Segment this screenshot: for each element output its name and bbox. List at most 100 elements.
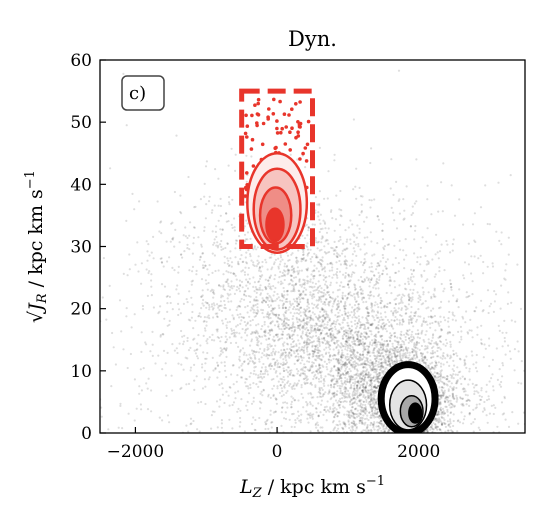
- background-point: [292, 307, 295, 311]
- background-point: [327, 373, 330, 376]
- background-point: [326, 368, 329, 371]
- background-point: [414, 346, 417, 349]
- background-point: [279, 372, 282, 375]
- background-point: [353, 384, 356, 387]
- background-point: [362, 429, 365, 432]
- background-point: [425, 347, 428, 350]
- background-point: [348, 347, 352, 350]
- background-point: [443, 382, 446, 385]
- background-point: [355, 386, 359, 389]
- background-point: [369, 404, 372, 407]
- background-point: [382, 325, 386, 328]
- background-point: [455, 400, 458, 403]
- background-point: [320, 386, 323, 390]
- background-point: [371, 378, 374, 381]
- background-point: [411, 330, 414, 333]
- background-point: [354, 380, 357, 383]
- background-point: [252, 350, 255, 353]
- background-point: [445, 405, 448, 408]
- background-point: [421, 353, 424, 356]
- background-point: [373, 319, 376, 322]
- background-point: [436, 379, 439, 382]
- background-point: [289, 373, 292, 376]
- background-point: [349, 401, 352, 404]
- background-point: [364, 397, 367, 400]
- background-point: [378, 319, 381, 322]
- background-point: [217, 219, 220, 222]
- background-point: [268, 305, 271, 309]
- background-point: [377, 376, 380, 380]
- background-point: [336, 379, 339, 383]
- background-point: [447, 320, 450, 323]
- background-point: [370, 416, 373, 419]
- background-point: [365, 384, 368, 387]
- background-point: [382, 425, 385, 429]
- background-point: [429, 322, 432, 325]
- background-point: [364, 387, 367, 390]
- background-point: [369, 403, 372, 406]
- background-point: [211, 333, 214, 336]
- background-point: [362, 356, 365, 359]
- background-point: [269, 409, 272, 412]
- background-point: [370, 265, 373, 268]
- background-point: [356, 384, 359, 387]
- background-point: [430, 427, 434, 430]
- background-point: [359, 417, 362, 420]
- background-point: [342, 318, 345, 321]
- background-point: [323, 323, 326, 326]
- background-point: [371, 362, 374, 365]
- background-point: [301, 346, 304, 349]
- background-point: [436, 428, 439, 431]
- background-point: [440, 415, 443, 418]
- background-point: [410, 273, 413, 276]
- background-point: [193, 379, 196, 382]
- background-point: [385, 353, 388, 356]
- background-point: [439, 372, 442, 375]
- background-point: [325, 365, 328, 369]
- background-point: [373, 421, 376, 424]
- background-point: [438, 391, 441, 394]
- background-point: [355, 316, 358, 319]
- background-point: [459, 377, 462, 380]
- background-point: [424, 300, 427, 303]
- background-point: [379, 354, 382, 357]
- background-point: [388, 353, 392, 356]
- background-point: [399, 357, 402, 360]
- background-point: [363, 271, 366, 274]
- background-point: [285, 359, 288, 362]
- background-point: [297, 339, 300, 342]
- background-point: [371, 413, 374, 416]
- background-point: [277, 362, 280, 365]
- background-point: [365, 400, 368, 403]
- background-point: [370, 384, 373, 387]
- background-point: [296, 417, 299, 420]
- background-point: [369, 366, 372, 369]
- background-point: [426, 278, 429, 281]
- background-point: [397, 343, 400, 346]
- background-point: [401, 346, 404, 349]
- background-point: [354, 288, 357, 291]
- background-point: [320, 376, 323, 379]
- background-point: [368, 343, 371, 346]
- background-point: [428, 366, 431, 369]
- background-point: [354, 323, 357, 326]
- background-point: [447, 388, 450, 391]
- background-point: [353, 331, 356, 334]
- background-point: [449, 406, 452, 409]
- background-point: [452, 334, 455, 337]
- background-point: [408, 354, 411, 357]
- background-point: [332, 320, 336, 323]
- background-point: [345, 396, 348, 399]
- background-point: [355, 374, 358, 377]
- background-point: [247, 387, 250, 390]
- background-point: [228, 418, 231, 421]
- background-point: [435, 364, 438, 367]
- background-point: [444, 425, 447, 428]
- background-point: [338, 270, 342, 273]
- background-point: [354, 424, 357, 427]
- background-point: [364, 407, 367, 410]
- background-point: [311, 404, 314, 407]
- background-point: [348, 426, 351, 430]
- background-point: [321, 426, 324, 429]
- background-point: [396, 318, 399, 321]
